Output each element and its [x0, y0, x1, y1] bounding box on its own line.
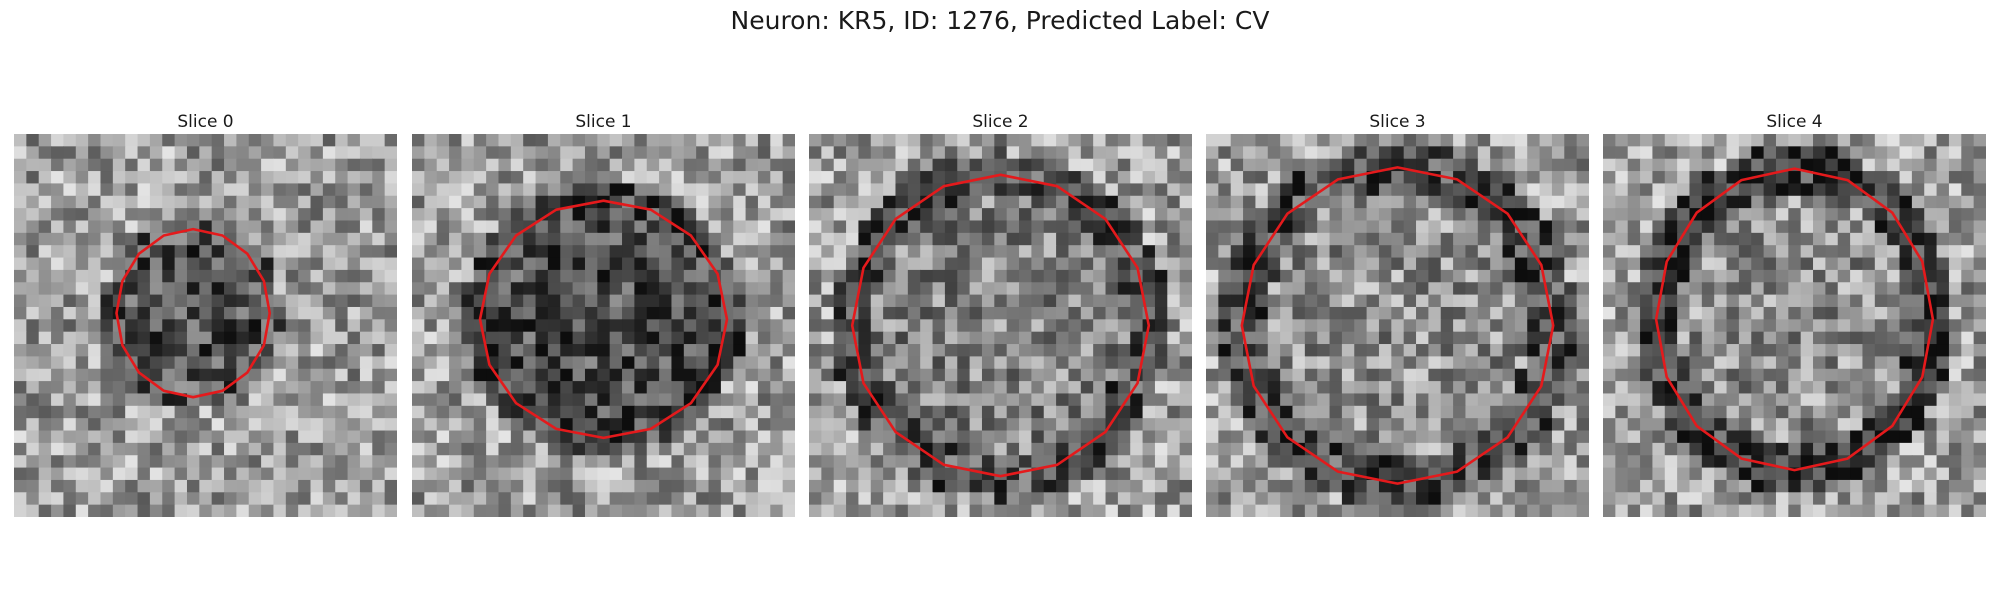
- cell-contour: [115, 227, 271, 399]
- slice-image: [1603, 134, 1986, 517]
- slice-panel-0: Slice 0: [14, 110, 397, 517]
- cell-contour: [850, 173, 1151, 478]
- slice-panel-2: Slice 2: [809, 110, 1192, 517]
- slice-image: [412, 134, 795, 517]
- cell-contour: [478, 199, 729, 440]
- cell-contour: [1654, 167, 1935, 472]
- slice-image: [809, 134, 1192, 517]
- slice-title: Slice 2: [972, 112, 1029, 132]
- slice-panel-4: Slice 4: [1603, 110, 1986, 517]
- cell-contour: [1240, 166, 1555, 485]
- slice-image: [14, 134, 397, 517]
- figure-title: Neuron: KR5, ID: 1276, Predicted Label: …: [730, 6, 1270, 35]
- slice-image: [1206, 134, 1589, 517]
- slice-panel-1: Slice 1: [412, 110, 795, 517]
- slice-panel-3: Slice 3: [1206, 110, 1589, 517]
- slice-title: Slice 0: [177, 112, 234, 132]
- slice-title: Slice 4: [1766, 112, 1823, 132]
- slice-title: Slice 1: [575, 112, 632, 132]
- slice-title: Slice 3: [1369, 112, 1426, 132]
